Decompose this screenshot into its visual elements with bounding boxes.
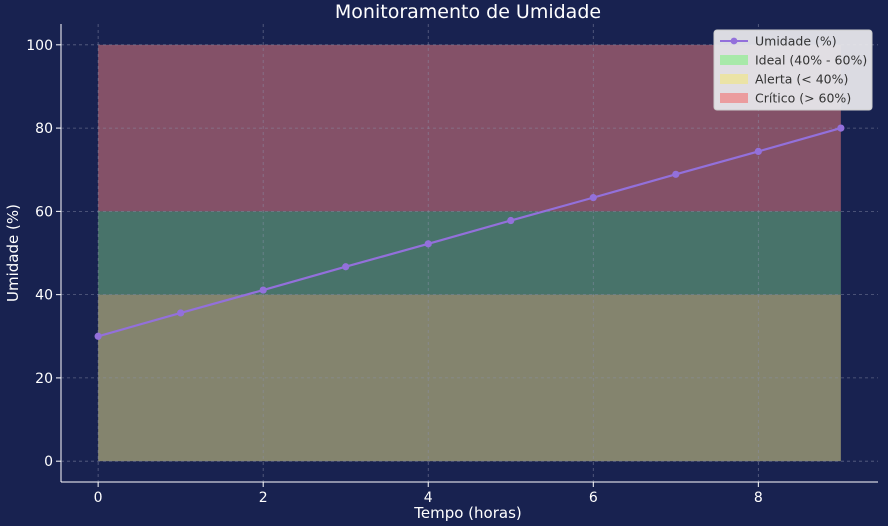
data-point xyxy=(672,170,680,178)
y-tick-label: 0 xyxy=(44,454,53,470)
legend-box xyxy=(713,29,873,111)
data-point xyxy=(507,216,515,225)
legend-label: Umidade (%) xyxy=(755,34,837,49)
legend-patch-swatch xyxy=(720,74,748,84)
data-point xyxy=(589,194,597,202)
x-axis-title: Tempo (horas) xyxy=(413,504,521,522)
y-tick-label: 60 xyxy=(35,204,53,220)
legend-patch-swatch xyxy=(720,93,748,103)
y-tick-label: 80 xyxy=(35,121,53,137)
y-tick-label: 20 xyxy=(35,371,53,387)
data-point xyxy=(342,263,350,271)
chart-title: Monitoramento de Umidade xyxy=(335,1,601,23)
legend: Umidade (%) Ideal (40% - 60%) Alerta (< 40… xyxy=(713,29,873,111)
y-axis-title: Umidade (%) xyxy=(4,204,22,302)
legend-label: Alerta (< 40%) xyxy=(755,72,848,87)
x-tick-label: 2 xyxy=(259,490,268,506)
legend-patch-swatch xyxy=(720,55,748,65)
x-tick-label: 0 xyxy=(94,490,103,506)
data-point xyxy=(424,240,432,248)
series-layer xyxy=(94,124,845,340)
legend-label: Crítico (> 60%) xyxy=(755,91,851,106)
series-line xyxy=(97,127,842,338)
data-point xyxy=(259,286,267,294)
x-tick-label: 6 xyxy=(589,490,598,506)
band-0 xyxy=(98,211,841,295)
legend-label: Ideal (40% - 60%) xyxy=(755,53,867,68)
data-point xyxy=(94,332,102,340)
y-tick-label: 40 xyxy=(35,288,53,304)
legend-marker xyxy=(730,37,738,45)
data-point xyxy=(754,147,762,156)
data-point xyxy=(177,309,185,317)
data-point xyxy=(837,124,845,132)
x-tick-label: 4 xyxy=(424,490,433,506)
y-tick-label: 100 xyxy=(26,38,53,54)
x-tick-label: 8 xyxy=(754,490,763,506)
